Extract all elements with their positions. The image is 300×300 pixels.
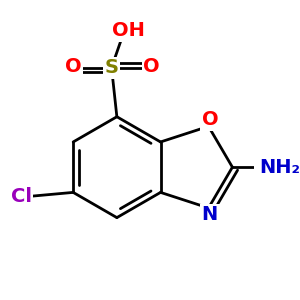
Text: O: O [202, 110, 218, 129]
Text: N: N [202, 205, 218, 224]
Text: S: S [105, 58, 118, 77]
Text: NH₂: NH₂ [260, 158, 300, 177]
Text: O: O [65, 57, 81, 76]
Text: OH: OH [112, 21, 145, 40]
Text: O: O [143, 57, 160, 76]
Text: Cl: Cl [11, 187, 32, 206]
